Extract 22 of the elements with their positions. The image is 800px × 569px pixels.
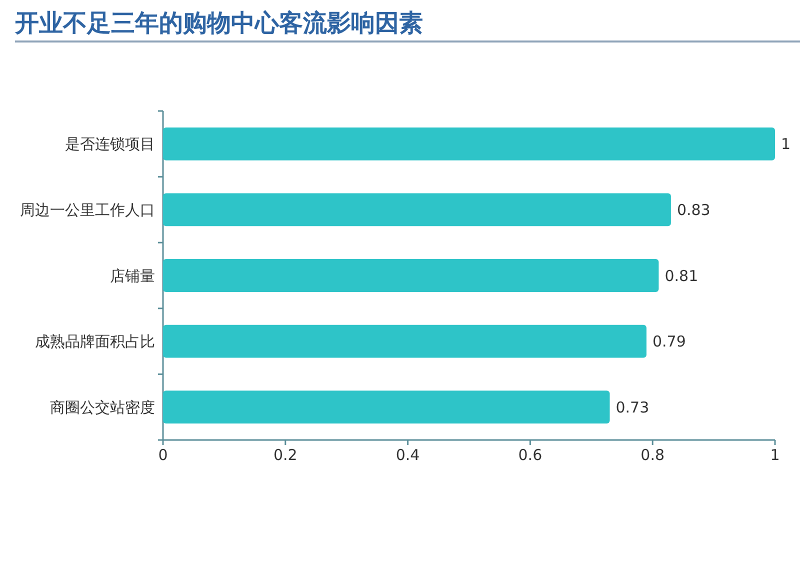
- x-tick-label: 1: [770, 446, 780, 464]
- bar: [163, 193, 671, 226]
- y-tick-label: 店铺量: [110, 266, 155, 285]
- x-tick-label: 0.2: [273, 446, 298, 464]
- data-label: 0.81: [664, 266, 698, 285]
- chart-title: 开业不足三年的购物中心客流影响因素: [14, 9, 423, 37]
- y-tick-label: 是否连锁项目: [65, 135, 155, 154]
- bar: [163, 324, 646, 358]
- y-tick-label: 商圈公交站密度: [50, 398, 155, 416]
- bar: [163, 259, 659, 292]
- x-tick-label: 0: [158, 446, 168, 464]
- data-label: 0.73: [616, 398, 650, 416]
- y-tick-label: 周边一公里工作人口: [20, 200, 155, 219]
- x-tick-label: 0.6: [518, 446, 542, 464]
- y-tick-label: 成熟品牌面积占比: [35, 332, 155, 351]
- data-label: 0.79: [652, 332, 686, 351]
- bar: [163, 390, 610, 424]
- x-tick-label: 0.4: [396, 446, 420, 464]
- x-tick-label: 0.8: [640, 446, 665, 464]
- data-label: 1: [781, 135, 791, 154]
- data-label: 0.83: [676, 200, 710, 219]
- bar: [163, 127, 775, 160]
